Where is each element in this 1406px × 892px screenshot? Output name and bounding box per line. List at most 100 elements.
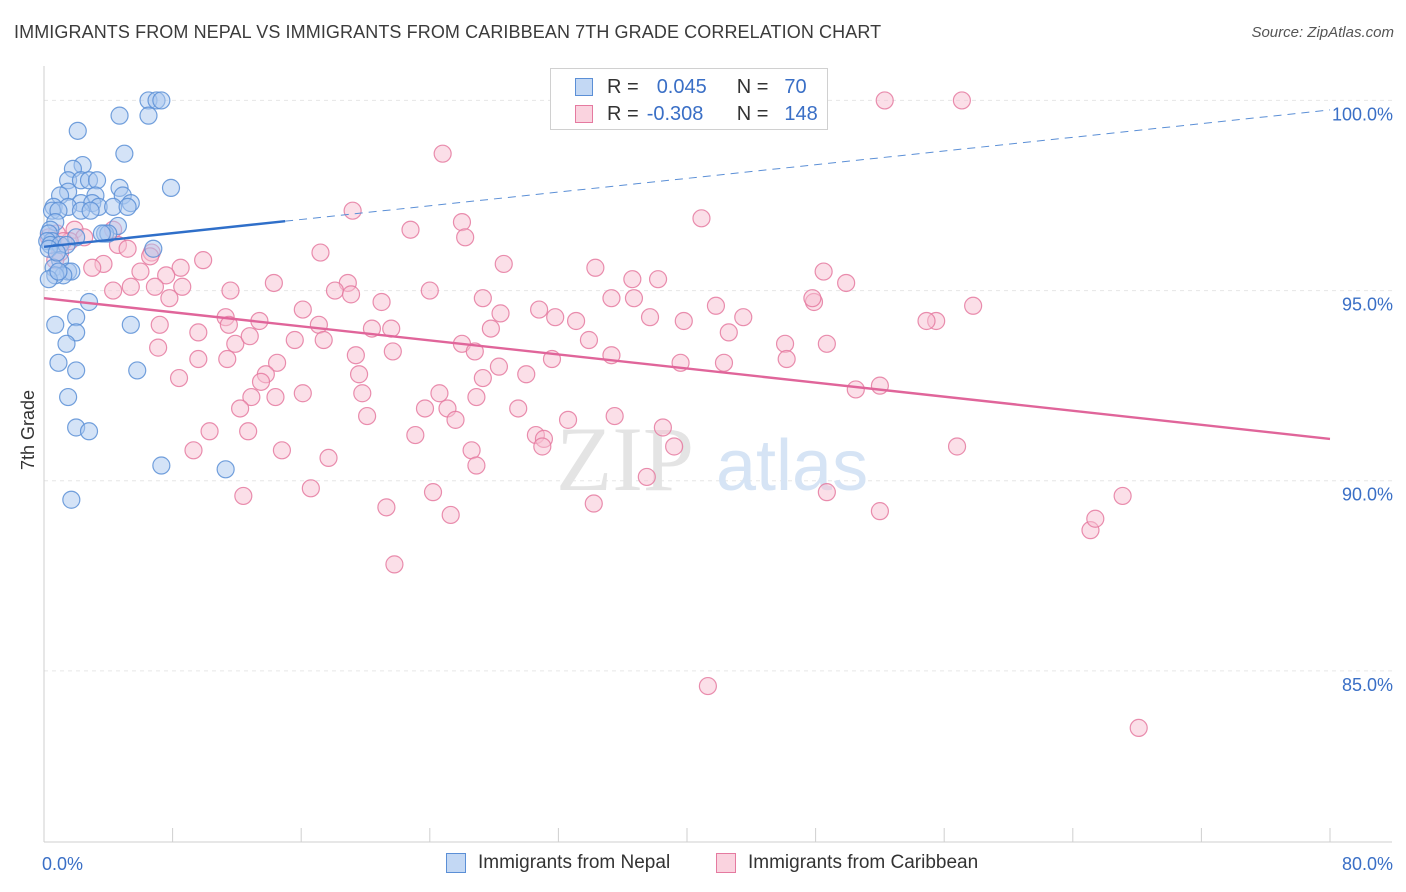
caribbean-point (586, 258, 605, 277)
nepal-point (152, 91, 171, 110)
nepal-point (139, 106, 158, 125)
caribbean-point (558, 410, 578, 429)
y-tick-label: 95.0% (1342, 295, 1393, 315)
legend-swatch-caribbean (575, 105, 593, 123)
caribbean-point (145, 277, 165, 296)
caribbean-point (218, 349, 237, 369)
nepal-point (67, 308, 86, 327)
caribbean-point (467, 387, 486, 407)
nepal-point (49, 353, 68, 372)
correlation-legend: R = 0.045 N = 70 R = -0.308 N = 148 (550, 68, 828, 130)
caribbean-point (372, 292, 391, 312)
watermark-atlas: atlas (716, 426, 868, 506)
caribbean-point (719, 323, 738, 342)
nepal-point (59, 387, 78, 407)
nepal-point (121, 315, 140, 334)
nepal-point (81, 201, 100, 220)
caribbean-point (775, 334, 795, 353)
legend-n-value-nepal: 70 (784, 75, 807, 98)
caribbean-point (240, 327, 259, 346)
legend-row-nepal: R = 0.045 N = 70 (575, 73, 807, 101)
caribbean-point (624, 289, 644, 308)
caribbean-point (184, 441, 203, 460)
legend-r-value-nepal: 0.045 (656, 75, 707, 98)
caribbean-point (777, 349, 796, 369)
caribbean-point (150, 315, 169, 334)
caribbean-point (325, 281, 345, 300)
nepal-trend-dashed (285, 109, 1331, 222)
legend-n-value-caribbean: 148 (784, 102, 818, 125)
caribbean-point (173, 277, 192, 296)
caribbean-point (473, 289, 492, 308)
caribbean-point (648, 270, 668, 289)
caribbean-point (104, 281, 123, 300)
caribbean-point (441, 505, 460, 525)
caribbean-point (653, 418, 672, 437)
legend-n-label: N = (736, 102, 769, 125)
caribbean-point (433, 144, 452, 163)
caribbean-point (473, 368, 492, 388)
gridlines (44, 99, 1392, 672)
caribbean-point (293, 300, 312, 319)
watermark-zip: ZIP (556, 408, 694, 510)
caribbean-point (952, 91, 971, 110)
caribbean-point (423, 483, 443, 502)
caribbean-point (194, 251, 213, 270)
bottom-legend-label-caribbean: Immigrants from Caribbean (748, 852, 979, 873)
caribbean-point (491, 304, 510, 323)
caribbean-point (640, 308, 660, 327)
chart-title: IMMIGRANTS FROM NEPAL VS IMMIGRANTS FROM… (14, 22, 882, 42)
caribbean-point (964, 296, 983, 315)
caribbean-point (446, 410, 465, 429)
nepal-point (115, 144, 134, 163)
caribbean-point (83, 258, 102, 277)
legend-r-value-caribbean: -0.308 (646, 102, 704, 125)
caribbean-point (341, 285, 361, 304)
caribbean-point (242, 387, 261, 407)
nepal-point (128, 361, 147, 380)
caribbean-point (494, 254, 513, 274)
caribbean-point (267, 353, 287, 372)
caribbean-point (489, 357, 509, 376)
caribbean-point (734, 308, 753, 327)
axes (43, 66, 1392, 843)
nepal-trend-solid (43, 219, 286, 249)
caribbean-point (467, 456, 486, 475)
caribbean-point (814, 262, 833, 281)
x-tick-label-max: 80.0% (1342, 854, 1393, 874)
caribbean-point (239, 422, 258, 441)
caribbean-point (189, 323, 208, 342)
caribbean-point (637, 467, 656, 487)
caribbean-point (579, 330, 599, 350)
caribbean-point (301, 479, 320, 498)
caribbean-point (817, 483, 836, 502)
bottom-legend-nepal: Immigrants from Nepal (446, 852, 670, 874)
caribbean-point (343, 201, 362, 220)
nepal-point (67, 361, 86, 380)
caribbean-point (837, 273, 856, 293)
caribbean-point (149, 338, 168, 357)
caribbean-point (266, 387, 285, 407)
data-points (38, 91, 1148, 738)
nepal-point (110, 106, 129, 125)
caribbean-point (314, 330, 333, 350)
caribbean-point (917, 311, 936, 331)
caribbean-point (169, 368, 189, 388)
caribbean-trend (43, 296, 1331, 441)
caribbean-point (803, 289, 822, 308)
caribbean-point (415, 399, 435, 418)
nepal-point (46, 315, 65, 334)
caribbean-point (118, 239, 137, 258)
caribbean-point (605, 406, 624, 426)
caribbean-point (264, 273, 283, 293)
caribbean-point (293, 384, 312, 403)
caribbean-point (377, 498, 396, 517)
caribbean-point (623, 270, 642, 289)
caribbean-point (452, 213, 472, 232)
caribbean-point (584, 494, 603, 513)
caribbean-point (121, 277, 140, 296)
nepal-point (216, 460, 235, 479)
caribbean-point (231, 399, 250, 418)
caribbean-point (566, 311, 586, 331)
